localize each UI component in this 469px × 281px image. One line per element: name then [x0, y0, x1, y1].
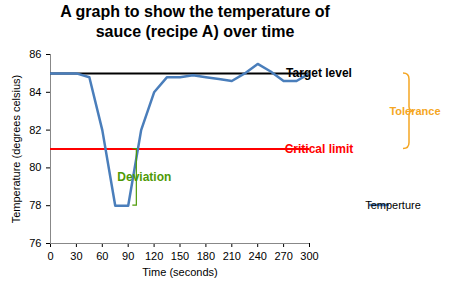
svg-text:Critical limit: Critical limit: [285, 142, 354, 156]
svg-text:180: 180: [197, 250, 215, 262]
svg-text:82: 82: [29, 124, 41, 136]
svg-text:270: 270: [274, 250, 292, 262]
svg-text:86: 86: [29, 48, 41, 60]
svg-text:76: 76: [29, 237, 41, 249]
svg-text:Target level: Target level: [286, 66, 352, 80]
svg-text:Time (seconds): Time (seconds): [142, 266, 217, 278]
svg-text:Temperature (degrees celsius): Temperature (degrees celsius): [10, 75, 22, 224]
svg-text:60: 60: [96, 250, 108, 262]
svg-text:30: 30: [70, 250, 82, 262]
svg-text:84: 84: [29, 86, 41, 98]
svg-text:240: 240: [249, 250, 267, 262]
svg-text:0: 0: [47, 250, 53, 262]
svg-text:120: 120: [145, 250, 163, 262]
svg-text:300: 300: [300, 250, 318, 262]
html-text:A graph to show the temperatur: A graph to show the temperature of sauce…: [60, 3, 330, 40]
svg-text:80: 80: [29, 161, 41, 173]
svg-text:150: 150: [171, 250, 189, 262]
svg-text:78: 78: [29, 199, 41, 211]
svg-text:210: 210: [223, 250, 241, 262]
svg-text:Deviation: Deviation: [117, 170, 171, 184]
svg-text:Tolerance: Tolerance: [389, 105, 440, 117]
svg-text:90: 90: [122, 250, 134, 262]
svg-text:Temperture: Temperture: [365, 199, 421, 211]
